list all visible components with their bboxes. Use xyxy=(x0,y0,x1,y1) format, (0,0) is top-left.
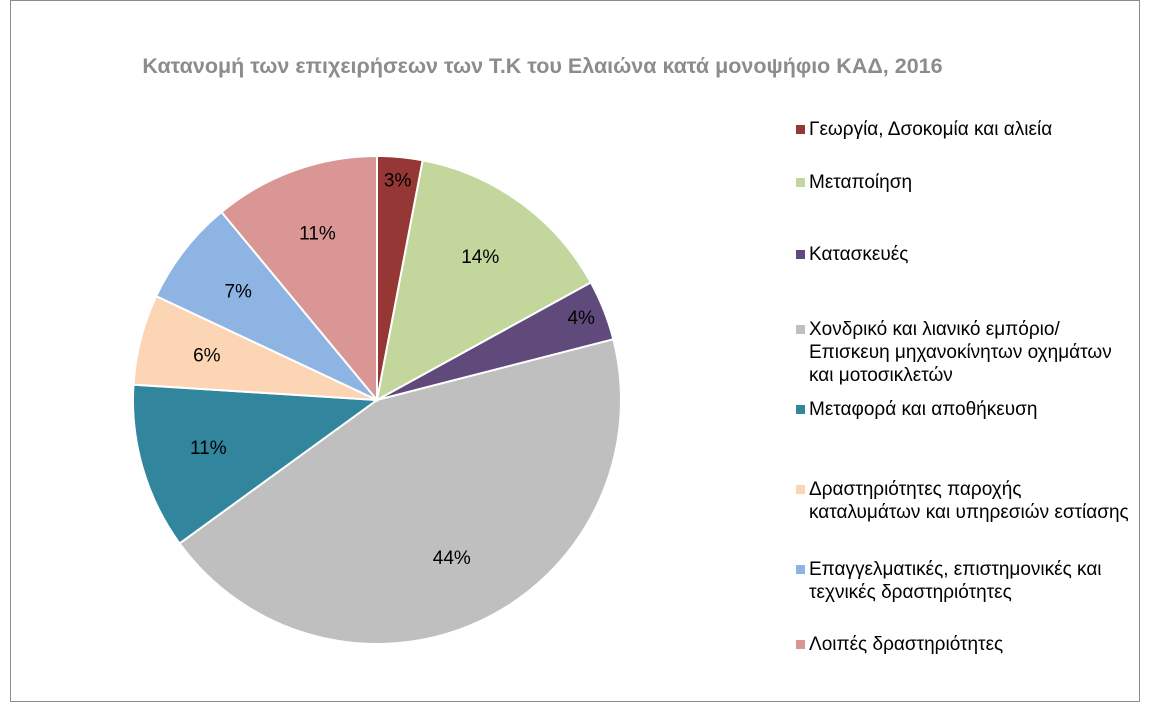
pie-slice xyxy=(220,154,378,403)
legend-item: Κατασκευές xyxy=(796,243,1131,266)
legend-item: Γεωργία, Δσοκομία και αλιεία xyxy=(796,118,1131,141)
legend-swatch xyxy=(796,405,805,414)
data-label: 11% xyxy=(299,224,336,245)
legend-item: Μεταποίηση xyxy=(796,171,1131,194)
pie-slice xyxy=(375,159,593,402)
data-label: 3% xyxy=(384,170,412,191)
data-label: 11% xyxy=(190,438,227,459)
legend-label: Κατασκευές xyxy=(809,244,909,265)
legend-item: Επαγγελματικές, επιστημονικές και τεχνικ… xyxy=(796,558,1131,604)
legend-label: Χονδρικό και λιανικό εμπόριο/ Επισκευη μ… xyxy=(809,319,1112,386)
legend-item: Λοιπές δραστηριότητες xyxy=(796,633,1131,656)
legend-label: Γεωργία, Δσοκομία και αλιεία xyxy=(809,119,1053,140)
pie-slice xyxy=(132,383,380,545)
legend-label: Επαγγελματικές, επιστημονικές και τεχνικ… xyxy=(809,559,1102,603)
data-label: 14% xyxy=(461,247,499,268)
data-label: 7% xyxy=(224,281,252,302)
legend-label: Μεταποίηση xyxy=(809,172,913,193)
legend-swatch xyxy=(796,250,805,259)
data-label: 44% xyxy=(433,548,471,569)
legend-swatch xyxy=(796,640,805,649)
legend-label: Δραστηριότητες παροχής καταλυμάτων και υ… xyxy=(809,479,1129,523)
pie-slice xyxy=(178,338,622,645)
pie-slice xyxy=(154,210,378,401)
chart-frame xyxy=(10,0,1140,702)
legend-swatch xyxy=(796,485,805,494)
legend-swatch xyxy=(796,125,805,134)
legend-swatch xyxy=(796,565,805,574)
legend-swatch xyxy=(796,178,805,187)
data-label: 4% xyxy=(567,308,595,329)
legend-swatch xyxy=(796,325,805,334)
legend-item: Μεταφορά και αποθήκευση xyxy=(796,398,1131,421)
legend-item: Χονδρικό και λιανικό εμπόριο/ Επισκευη μ… xyxy=(796,318,1131,387)
legend-item: Δραστηριότητες παροχής καταλυμάτων και υ… xyxy=(796,478,1131,524)
legend-label: Μεταφορά και αποθήκευση xyxy=(809,399,1038,420)
chart-title: Κατανομή των επιχειρήσεων των Τ.Κ του Ελ… xyxy=(142,54,943,78)
legend-label: Λοιπές δραστηριότητες xyxy=(809,634,1004,655)
data-label: 6% xyxy=(193,345,221,366)
